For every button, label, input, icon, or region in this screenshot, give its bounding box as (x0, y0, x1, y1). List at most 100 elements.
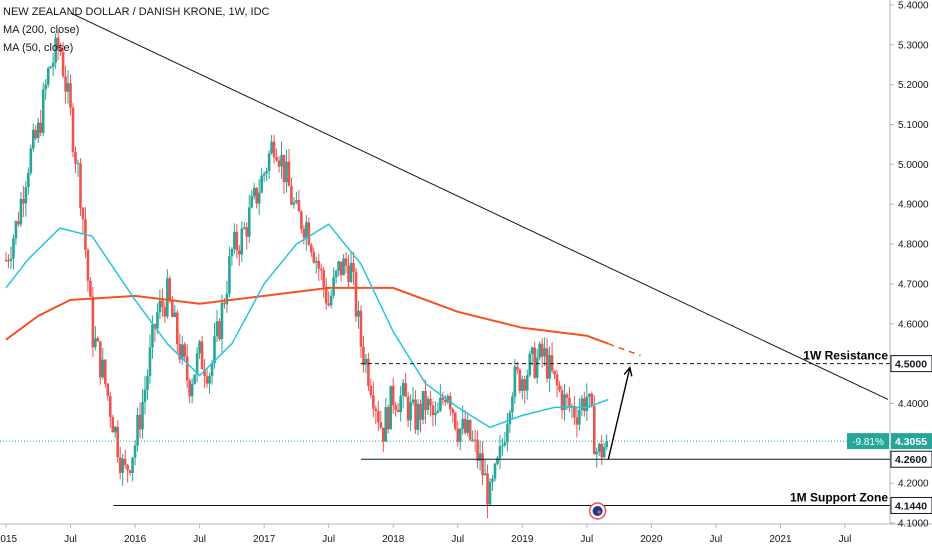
candle-body (24, 187, 28, 204)
candle-body (46, 68, 50, 85)
candle-body (178, 343, 182, 360)
tag-support-2-bg (890, 496, 932, 514)
candle-body (141, 401, 144, 430)
candle-body (116, 426, 119, 458)
candle-body (600, 443, 604, 458)
candle-body (352, 262, 355, 272)
price-axis[interactable]: 5.4000 5.3000 5.2000 5.1000 5.0000 4.9000 4.80… (890, 1, 929, 530)
x-tick-label: Jul (710, 534, 723, 545)
candle-body (496, 457, 499, 464)
candle-body (319, 268, 323, 271)
candle-body (605, 441, 608, 447)
candle-body (99, 341, 102, 378)
candle-body (374, 408, 378, 411)
candle-body (451, 408, 455, 413)
candle-body (590, 393, 594, 407)
candle-body (54, 37, 57, 63)
candle-body (424, 391, 427, 411)
candle-body (523, 379, 527, 391)
candle-body (563, 394, 566, 411)
candle-body (573, 405, 576, 418)
candle-body (381, 427, 385, 442)
candle-body (550, 355, 554, 371)
candle-body (161, 300, 164, 308)
candle-body (123, 458, 127, 465)
candle-body (156, 312, 159, 329)
resistance-label: 1W Resistance (803, 349, 888, 363)
change-badge: -9.81% (852, 437, 884, 448)
candle-body (310, 245, 313, 253)
ma50-line (5, 223, 609, 429)
ma200-line (5, 286, 609, 345)
candle-body (439, 397, 442, 411)
candle-body (362, 346, 365, 365)
candle-body (384, 407, 388, 442)
candle-body (91, 296, 95, 348)
candle-body (14, 221, 18, 239)
x-tick-label: Jul (580, 534, 593, 545)
candle-body (247, 207, 251, 237)
event-flag-inner-icon (592, 506, 603, 516)
candle-body (322, 270, 326, 287)
y-tick-label: 5.1000 (898, 120, 929, 131)
candle-body (421, 391, 425, 420)
candle-body (175, 312, 179, 344)
candle-body (406, 396, 410, 421)
candle-body (518, 369, 522, 391)
candle-body (359, 310, 363, 347)
candle-body (528, 353, 532, 376)
candle-body (553, 370, 556, 375)
candle-body (533, 347, 537, 378)
candle-body (377, 410, 380, 423)
candle-body (434, 412, 437, 416)
candle-body (252, 187, 256, 197)
candle-body (66, 83, 70, 92)
y-tick-label: 5.4000 (898, 1, 929, 12)
candle-body (242, 227, 246, 229)
candle-body (200, 341, 204, 370)
candle-body (17, 221, 20, 225)
candle-body (588, 393, 591, 397)
candle-body (520, 379, 524, 391)
candle-body (168, 278, 172, 301)
legend-ma200[interactable]: MA (200, close) (3, 24, 80, 36)
y-tick-label: 4.2000 (898, 479, 929, 490)
candle-body (391, 385, 395, 406)
candle-body (578, 409, 581, 425)
candle-body (334, 270, 338, 278)
legend-ma50[interactable]: MA (50, close) (3, 42, 74, 54)
candle-body (111, 417, 115, 433)
candle-body (461, 418, 465, 429)
candle-body (7, 260, 10, 262)
candle-body (223, 302, 226, 305)
candle-body (508, 412, 512, 425)
tag-support-1-bg (890, 450, 932, 468)
descending-trendline (70, 12, 889, 400)
candle-body (250, 196, 254, 208)
candle-body (411, 399, 415, 403)
candle-body (210, 363, 214, 376)
candle-body (118, 457, 122, 473)
candle-body (173, 312, 177, 317)
candle-body (419, 403, 422, 420)
time-axis[interactable]: 2015 Jul 2016 Jul 2017 Jul 2018 Jul 2019 Jul 2020 J… (0, 524, 851, 545)
candle-body (282, 154, 286, 183)
candle-body (538, 343, 541, 358)
candle-body (357, 310, 360, 317)
candle-body (367, 358, 370, 386)
candle-body (4, 260, 8, 262)
candle-body (473, 439, 477, 441)
candle-body (262, 173, 266, 176)
candle-body (530, 347, 534, 354)
candle-body (255, 187, 258, 204)
candle-body (307, 222, 311, 246)
candle-body (558, 385, 561, 391)
y-tick-label: 4.7000 (898, 279, 929, 290)
candle-body (94, 338, 97, 348)
candle-body (540, 343, 544, 357)
candle-body (585, 396, 589, 411)
candle-body (41, 89, 45, 133)
candle-body (414, 399, 417, 430)
candle-body (238, 250, 241, 255)
